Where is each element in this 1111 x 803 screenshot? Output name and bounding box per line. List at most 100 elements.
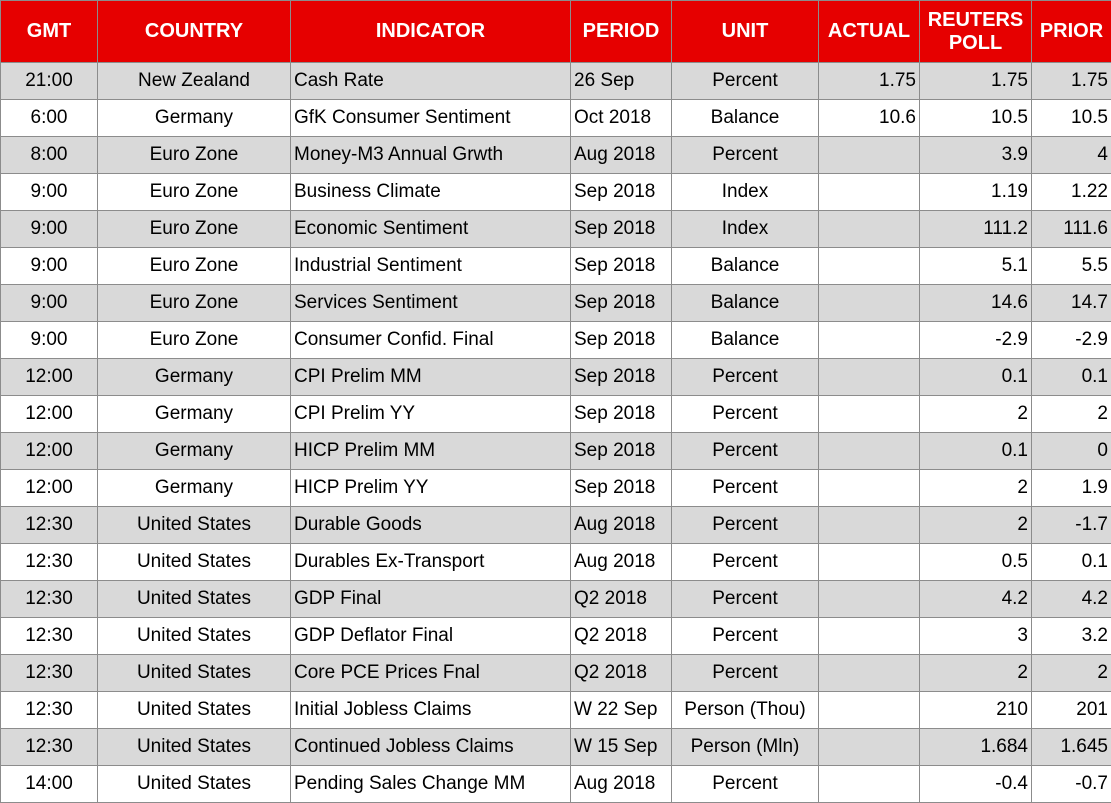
unit-cell: Percent — [672, 433, 819, 470]
actual-cell — [819, 618, 920, 655]
time-cell: 12:30 — [1, 507, 98, 544]
time-cell: 12:30 — [1, 729, 98, 766]
time-cell: 9:00 — [1, 211, 98, 248]
indicator-cell: CPI Prelim YY — [291, 396, 571, 433]
prior-cell: -1.7 — [1032, 507, 1111, 544]
period-cell: Sep 2018 — [571, 248, 672, 285]
time-cell: 12:30 — [1, 581, 98, 618]
indicator-cell: Initial Jobless Claims — [291, 692, 571, 729]
prior-cell: 4.2 — [1032, 581, 1111, 618]
country-cell: Euro Zone — [98, 322, 291, 359]
period-cell: Sep 2018 — [571, 174, 672, 211]
prior-cell: 1.9 — [1032, 470, 1111, 507]
actual-cell — [819, 322, 920, 359]
country-cell: United States — [98, 729, 291, 766]
actual-cell — [819, 211, 920, 248]
poll-cell: 0.5 — [920, 544, 1032, 581]
poll-cell: 1.684 — [920, 729, 1032, 766]
column-header: PRIOR — [1032, 1, 1111, 63]
time-cell: 21:00 — [1, 63, 98, 100]
poll-cell: 2 — [920, 470, 1032, 507]
unit-cell: Percent — [672, 359, 819, 396]
indicator-cell: HICP Prelim YY — [291, 470, 571, 507]
unit-cell: Percent — [672, 581, 819, 618]
indicator-cell: Consumer Confid. Final — [291, 322, 571, 359]
period-cell: Q2 2018 — [571, 655, 672, 692]
indicator-cell: Money-M3 Annual Grwth — [291, 137, 571, 174]
indicator-cell: GfK Consumer Sentiment — [291, 100, 571, 137]
actual-cell — [819, 359, 920, 396]
country-cell: Euro Zone — [98, 211, 291, 248]
time-cell: 9:00 — [1, 174, 98, 211]
unit-cell: Person (Thou) — [672, 692, 819, 729]
period-cell: Sep 2018 — [571, 359, 672, 396]
prior-cell: 201 — [1032, 692, 1111, 729]
actual-cell — [819, 507, 920, 544]
period-cell: Sep 2018 — [571, 470, 672, 507]
unit-cell: Percent — [672, 618, 819, 655]
period-cell: Sep 2018 — [571, 285, 672, 322]
column-header: UNIT — [672, 1, 819, 63]
country-cell: United States — [98, 766, 291, 803]
indicator-cell: Durable Goods — [291, 507, 571, 544]
indicator-cell: HICP Prelim MM — [291, 433, 571, 470]
unit-cell: Percent — [672, 544, 819, 581]
time-cell: 12:30 — [1, 692, 98, 729]
country-cell: Germany — [98, 100, 291, 137]
actual-cell — [819, 433, 920, 470]
indicator-cell: Continued Jobless Claims — [291, 729, 571, 766]
indicator-cell: Business Climate — [291, 174, 571, 211]
unit-cell: Percent — [672, 507, 819, 544]
actual-cell: 1.75 — [819, 63, 920, 100]
poll-cell: 10.5 — [920, 100, 1032, 137]
period-cell: Oct 2018 — [571, 100, 672, 137]
time-cell: 9:00 — [1, 322, 98, 359]
unit-cell: Person (Mln) — [672, 729, 819, 766]
actual-cell — [819, 396, 920, 433]
time-cell: 14:00 — [1, 766, 98, 803]
actual-cell — [819, 285, 920, 322]
prior-cell: 1.22 — [1032, 174, 1111, 211]
unit-cell: Balance — [672, 248, 819, 285]
actual-cell — [819, 248, 920, 285]
actual-cell — [819, 544, 920, 581]
country-cell: United States — [98, 507, 291, 544]
indicator-cell: Core PCE Prices Fnal — [291, 655, 571, 692]
poll-cell: 3.9 — [920, 137, 1032, 174]
unit-cell: Balance — [672, 100, 819, 137]
prior-cell: 0.1 — [1032, 544, 1111, 581]
unit-cell: Percent — [672, 655, 819, 692]
country-cell: Euro Zone — [98, 137, 291, 174]
unit-cell: Index — [672, 211, 819, 248]
poll-cell: 3 — [920, 618, 1032, 655]
prior-cell: 1.75 — [1032, 63, 1111, 100]
prior-cell: 111.6 — [1032, 211, 1111, 248]
country-cell: Germany — [98, 433, 291, 470]
unit-cell: Index — [672, 174, 819, 211]
unit-cell: Balance — [672, 322, 819, 359]
column-header: REUTERS POLL — [920, 1, 1032, 63]
period-cell: Sep 2018 — [571, 322, 672, 359]
period-cell: Q2 2018 — [571, 581, 672, 618]
country-cell: Germany — [98, 396, 291, 433]
unit-cell: Percent — [672, 766, 819, 803]
period-cell: Sep 2018 — [571, 433, 672, 470]
period-cell: W 22 Sep — [571, 692, 672, 729]
column-header: COUNTRY — [98, 1, 291, 63]
poll-cell: 1.75 — [920, 63, 1032, 100]
period-cell: Aug 2018 — [571, 766, 672, 803]
indicator-cell: Cash Rate — [291, 63, 571, 100]
time-cell: 12:30 — [1, 544, 98, 581]
actual-cell — [819, 470, 920, 507]
indicator-cell: GDP Deflator Final — [291, 618, 571, 655]
